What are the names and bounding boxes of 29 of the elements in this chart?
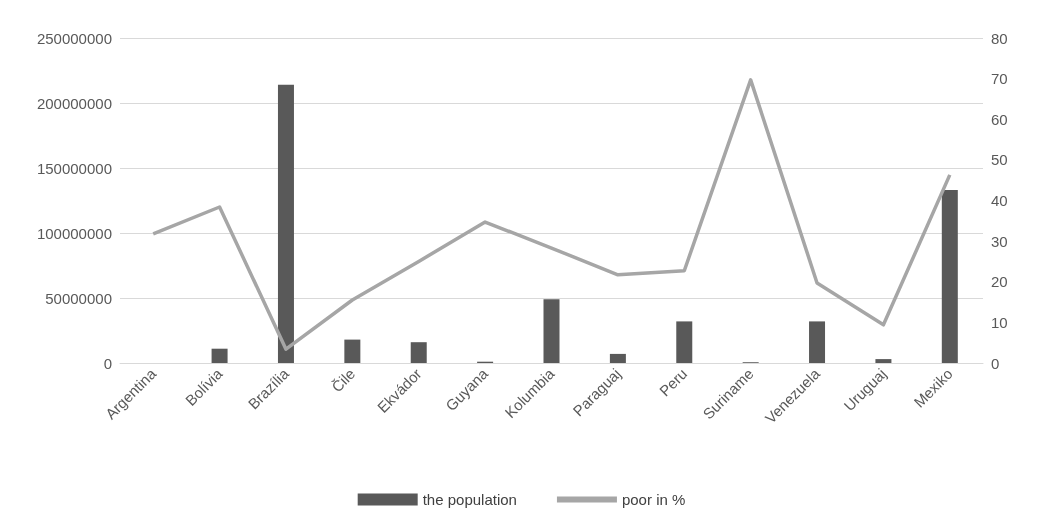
y-tick-label: 50000000 bbox=[45, 289, 112, 307]
y2-tick-label: 30 bbox=[991, 232, 1008, 250]
y-tick-label: 150000000 bbox=[36, 159, 112, 177]
legend-label: poor in % bbox=[621, 491, 686, 508]
y-tick-label: 0 bbox=[103, 354, 112, 372]
bar bbox=[875, 359, 892, 363]
y2-tick-label: 60 bbox=[991, 110, 1008, 128]
bar bbox=[543, 299, 560, 363]
x-tick-label: Čile bbox=[328, 364, 359, 396]
bar bbox=[410, 342, 427, 363]
bar bbox=[941, 190, 958, 363]
bar bbox=[809, 321, 826, 363]
bar bbox=[344, 339, 361, 363]
bar bbox=[211, 348, 228, 363]
y2-tick-label: 0 bbox=[991, 354, 1000, 372]
y2-tick-label: 10 bbox=[991, 313, 1008, 331]
y-tick-label: 200000000 bbox=[36, 94, 112, 112]
bar bbox=[676, 321, 693, 363]
y-tick-label: 250000000 bbox=[36, 29, 112, 47]
bar bbox=[609, 353, 626, 363]
y2-tick-label: 40 bbox=[991, 192, 1008, 209]
y2-tick-label: 70 bbox=[991, 70, 1008, 88]
line-series bbox=[151, 78, 952, 351]
legend-label: the population bbox=[422, 491, 517, 508]
y2-tick-label: 80 bbox=[991, 29, 1008, 47]
y2-tick-label: 50 bbox=[991, 151, 1008, 169]
y2-tick-label: 20 bbox=[991, 273, 1008, 291]
bar bbox=[277, 84, 294, 363]
y-tick-label: 100000000 bbox=[36, 224, 112, 242]
